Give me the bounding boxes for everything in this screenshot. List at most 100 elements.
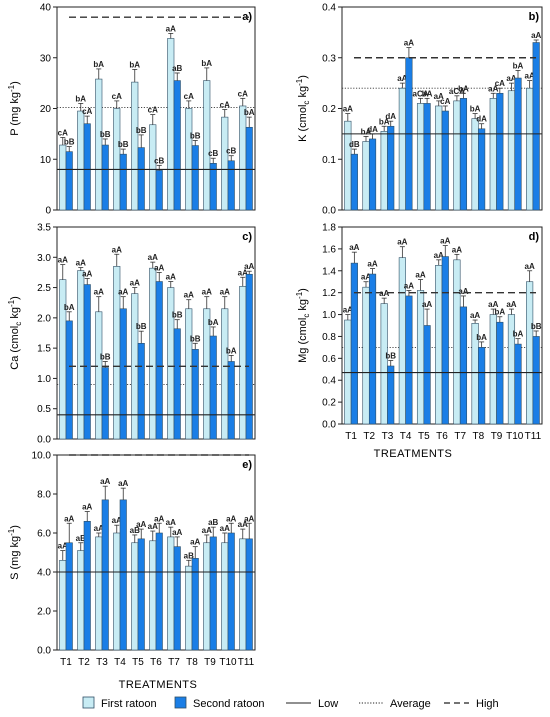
data-label-second: bA: [494, 308, 505, 317]
x-tick-label: T11: [525, 431, 542, 442]
bar-second-T6: [155, 170, 163, 211]
data-label-second: bB: [118, 140, 129, 149]
bar-first-T9: [489, 314, 497, 425]
bar-second-T10: [514, 77, 522, 211]
data-label-second: aA: [404, 281, 414, 290]
data-label-second: aA: [64, 514, 74, 523]
bar-first-T3: [380, 303, 388, 425]
data-label-second: aA: [100, 477, 110, 486]
data-label-first: aA: [238, 268, 248, 277]
data-label-second: bA: [458, 84, 469, 93]
y-tick-label: 0: [45, 206, 51, 217]
data-label-first: aA: [166, 24, 176, 33]
bar-second-T1: [65, 151, 73, 211]
data-label-first: aA: [343, 306, 353, 315]
bar-second-T8: [191, 349, 199, 440]
bar-first-T8: [185, 565, 193, 651]
bar-first-T1: [59, 144, 67, 211]
data-label-first: aA: [94, 524, 104, 533]
bar-second-T6: [155, 281, 163, 440]
bar-first-T11: [526, 87, 534, 211]
x-tick-label: T1: [345, 431, 357, 442]
bar-first-T9: [203, 308, 211, 440]
data-label-second: aA: [190, 538, 200, 547]
data-label-first: aA: [166, 273, 176, 282]
y-tick-label: 3.0: [37, 253, 51, 264]
panel-label: d): [529, 231, 540, 243]
data-label-second: dA: [476, 115, 487, 124]
legend-label-high: High: [476, 698, 499, 710]
data-label-second: cB: [226, 147, 236, 156]
bar-second-T5: [423, 325, 431, 425]
data-label-second: bB: [136, 126, 147, 135]
data-label-second: cA: [495, 79, 505, 88]
data-label-second: bA: [244, 108, 255, 117]
data-label-first: aA: [379, 289, 389, 298]
y-tick-label: 40: [40, 3, 52, 14]
x-tick-label: T10: [506, 431, 524, 442]
bar-second-T7: [173, 80, 181, 211]
bar-second-T1: [65, 320, 73, 440]
x-tick-label: T6: [150, 657, 162, 668]
data-label-second: aA: [349, 243, 359, 252]
bar-second-T4: [119, 308, 127, 440]
data-label-second: bA: [422, 89, 433, 98]
bar-second-T8: [478, 347, 486, 425]
y-tick-label: 1.4: [322, 266, 336, 277]
x-tick-label: T8: [473, 431, 485, 442]
bar-first-T6: [435, 265, 443, 425]
data-label-second: bB: [64, 138, 75, 147]
bar-second-T6: [441, 110, 449, 211]
bar-first-T6: [149, 124, 157, 211]
y-tick-label: 0.2: [322, 104, 336, 115]
xaxis-title-e: TREATMENTS: [119, 679, 198, 691]
data-label-second: bA: [208, 318, 219, 327]
x-tick-label: T11: [238, 657, 255, 668]
y-tick-label: 10.0: [32, 451, 52, 462]
legend-label-first: First ratoon: [101, 698, 157, 710]
bar-first-T11: [239, 105, 247, 211]
legend: First ratoon Second ratoon Low Average H…: [82, 696, 499, 710]
bar-first-T10: [221, 542, 229, 651]
data-label-second: bA: [476, 333, 487, 342]
y-tick-label: 0.2: [322, 398, 336, 409]
bar-second-T9: [209, 335, 217, 440]
data-label-second: dA: [367, 125, 378, 134]
bar-second-T7: [459, 98, 468, 211]
bar-first-T4: [398, 87, 406, 211]
bar-second-T10: [514, 343, 522, 425]
data-label-first: aA: [397, 238, 407, 247]
bar-first-T6: [435, 105, 443, 211]
data-label-second: aA: [226, 514, 236, 523]
legend-label-second: Second ratoon: [193, 698, 265, 710]
bar-first-T2: [362, 286, 370, 425]
bar-first-T7: [167, 536, 175, 651]
data-label-first: cA: [238, 89, 248, 98]
data-label-first: aA: [202, 526, 212, 535]
bar-second-T6: [155, 532, 163, 651]
data-label-first: aA: [166, 518, 176, 527]
x-tick-label: T9: [491, 431, 503, 442]
bar-first-T3: [95, 536, 103, 651]
data-label-first: aB: [130, 526, 140, 535]
bar-second-T10: [227, 160, 235, 211]
data-label-second: bB: [531, 322, 542, 331]
bar-second-T9: [496, 92, 504, 211]
bar-second-T8: [478, 128, 486, 211]
bar-first-T5: [131, 542, 139, 651]
x-tick-label: T9: [204, 657, 216, 668]
data-label-first: aA: [415, 271, 425, 280]
data-label-first: aCA: [413, 89, 429, 98]
bar-second-T1: [65, 542, 73, 651]
x-tick-label: T7: [168, 657, 180, 668]
data-label-second: cA: [82, 107, 92, 116]
bar-second-T5: [137, 147, 145, 211]
bar-first-T4: [113, 532, 121, 651]
bar-second-T9: [209, 536, 217, 651]
y-axis-label: Ca (cmolc kg-1): [7, 296, 23, 370]
data-label-second: bB: [100, 130, 111, 139]
bar-first-T2: [362, 141, 370, 211]
y-axis-label: K (cmolc kg-1): [295, 75, 311, 142]
data-label-second: aA: [404, 39, 414, 48]
